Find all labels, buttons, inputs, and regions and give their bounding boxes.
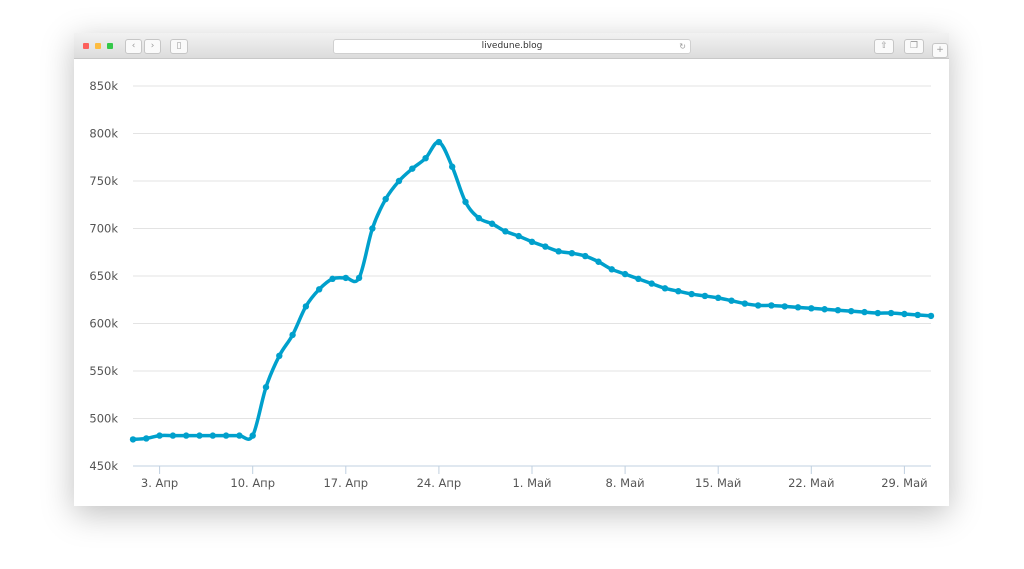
data-point [262,383,270,391]
data-point [316,286,323,293]
data-point [675,288,682,295]
y-tick-label: 800k [89,127,118,141]
data-point [342,274,349,282]
data-point [183,432,190,439]
data-point [449,163,456,170]
data-point [196,432,203,439]
data-point [169,432,177,439]
minimize-dot[interactable] [95,43,101,49]
data-point [528,238,536,245]
data-point [848,307,855,315]
data-point [701,292,709,300]
data-point [808,305,815,312]
data-point [209,432,216,439]
data-point [595,258,602,265]
x-tick-label: 17. Апр [323,476,368,490]
data-point [635,275,642,283]
data-point [887,309,895,317]
url-text: livedune.blog [481,41,543,51]
forward-icon[interactable]: › [144,39,161,54]
data-point [515,232,522,240]
data-point [236,432,243,439]
data-point [156,432,163,439]
data-point [794,304,802,311]
y-tick-label: 650k [89,269,118,283]
data-point [222,432,230,439]
data-point [661,285,669,292]
data-point [861,308,868,316]
y-tick-label: 550k [89,364,118,378]
y-tick-label: 600k [89,317,118,331]
data-point [901,310,908,318]
data-point [834,307,842,314]
data-point [143,435,150,442]
data-point [648,280,655,287]
x-tick-label: 3. Апр [141,476,178,490]
x-tick-label: 10. Апр [230,476,275,490]
data-point [741,300,748,307]
new-tab-icon[interactable]: + [932,43,948,58]
data-point [276,352,283,359]
data-point [621,270,629,278]
data-point [555,248,562,255]
browser-window: ‹ › ▯ livedune.blog ↻ ⇧ ❐ + [74,33,949,506]
data-point [914,311,921,319]
x-tick-label: 8. Май [606,476,645,490]
y-tick-label: 450k [89,459,118,473]
x-tick-label: 22. Май [788,476,834,490]
x-tick-label: 15. Май [695,476,741,490]
data-point [475,214,482,222]
data-point [542,243,549,250]
share-icon[interactable]: ⇧ [874,39,894,54]
maximize-dot[interactable] [107,43,113,49]
tabs-icon[interactable]: ❐ [904,39,924,54]
y-tick-label: 750k [89,174,118,188]
data-point [289,331,296,339]
close-dot[interactable] [83,43,89,49]
data-point [302,303,310,310]
data-point [728,297,735,304]
data-point [781,303,788,310]
data-point [715,294,722,302]
data-point [688,290,695,298]
data-point [129,436,137,443]
x-tick-label: 24. Апр [417,476,462,490]
data-point [502,228,509,235]
data-point [608,266,615,273]
data-point [462,198,469,206]
data-point [382,195,389,203]
x-tick-label: 1. Май [512,476,551,490]
back-icon[interactable]: ‹ [125,39,142,54]
data-point [409,165,416,172]
data-point [821,306,828,313]
data-point [355,274,363,282]
data-point [369,225,376,232]
data-point [768,302,775,309]
data-point [329,275,336,283]
data-point [754,302,762,309]
data-point [927,312,935,320]
x-tick-label: 29. Май [881,476,927,490]
browser-toolbar: ‹ › ▯ livedune.blog ↻ ⇧ ❐ + [74,33,949,59]
reload-icon[interactable]: ↻ [679,42,686,51]
series-line [132,140,932,442]
sidebar-icon[interactable]: ▯ [170,39,188,54]
data-point [582,252,589,260]
address-bar[interactable]: livedune.blog ↻ [333,39,691,54]
data-point [874,309,881,317]
y-tick-label: 500k [89,412,118,426]
y-tick-label: 850k [89,79,118,93]
data-point [422,155,429,162]
data-point [488,220,496,227]
data-point [395,177,403,185]
y-tick-label: 700k [89,222,118,236]
data-point [249,432,256,439]
data-point [568,250,576,257]
data-point [435,138,443,146]
